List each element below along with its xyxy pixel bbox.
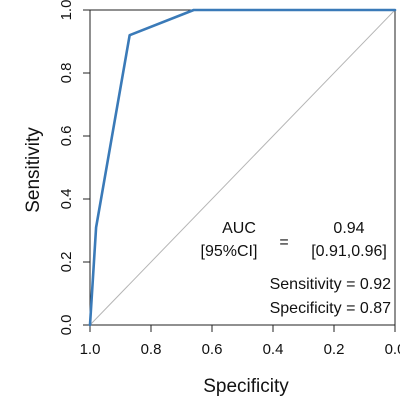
reference-diagonal-line [89,9,396,326]
y-tick-label: 0.6 [58,126,75,147]
auc-label: AUC [222,220,256,237]
y-tick-label: 0.8 [58,63,75,84]
ci-value: [0.91,0.96] [311,243,387,260]
x-tick-label: 1.0 [80,341,101,358]
x-tick-label: 0.0 [385,341,400,358]
specificity-text: Specificity = 0.87 [270,300,392,317]
y-tick-label: 0.4 [58,189,75,210]
equals-sign: = [279,234,288,251]
auc-value: 0.94 [333,220,364,237]
roc-curve [88,8,397,327]
ci-label: [95%CI] [201,243,258,260]
y-tick-label: 0.0 [58,315,75,336]
x-tick-label: 0.8 [141,341,162,358]
x-tick-label: 0.4 [263,341,284,358]
plot-marks [88,8,397,327]
y-axis-title: Sensitivity [23,127,44,213]
tick-marks: 1.0 0.8 0.6 0.4 0.2 0.0 0.0 0.2 0.4 0.6 0.8 1.0 [58,0,400,358]
x-tick-label: 0.6 [202,341,223,358]
sensitivity-text: Sensitivity = 0.92 [270,276,392,293]
y-tick-label: 1.0 [58,0,75,20]
x-tick-label: 0.2 [324,341,345,358]
y-tick-label: 0.2 [58,252,75,273]
x-axis-title: Specificity [203,376,289,397]
auc-annotation: AUC [95%CI] = 0.94 [0.91,0.96] Sensitivi… [201,220,392,317]
